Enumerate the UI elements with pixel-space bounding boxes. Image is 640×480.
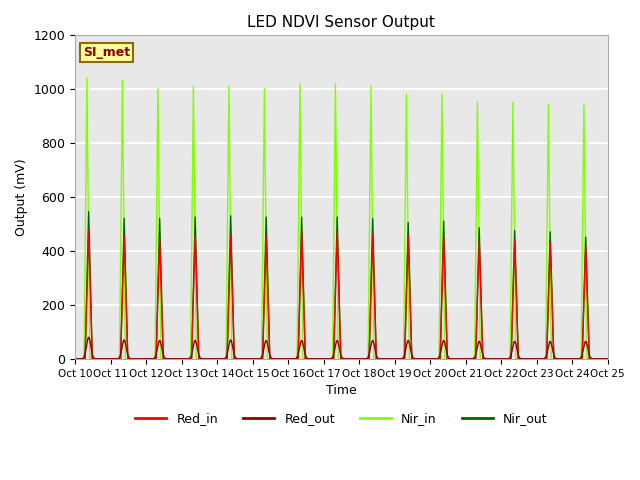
Legend: Red_in, Red_out, Nir_in, Nir_out: Red_in, Red_out, Nir_in, Nir_out bbox=[130, 407, 553, 430]
X-axis label: Time: Time bbox=[326, 384, 356, 397]
Text: SI_met: SI_met bbox=[83, 47, 131, 60]
Y-axis label: Output (mV): Output (mV) bbox=[15, 158, 28, 236]
Title: LED NDVI Sensor Output: LED NDVI Sensor Output bbox=[248, 15, 435, 30]
